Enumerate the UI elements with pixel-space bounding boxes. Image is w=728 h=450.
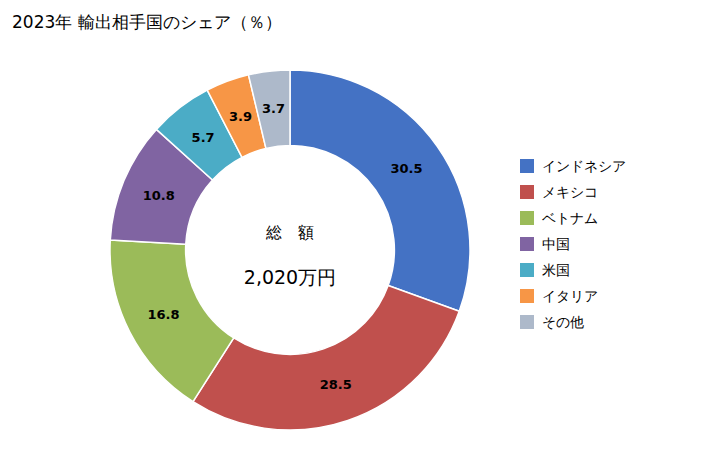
legend-item: インドネシア [520, 158, 626, 174]
legend-swatch [520, 211, 534, 225]
legend-item: ベトナム [520, 210, 598, 226]
legend-label: メキシコ [542, 184, 598, 200]
data-label: 30.5 [390, 161, 422, 176]
legend-label: 米国 [542, 262, 570, 278]
legend-item: 米国 [520, 262, 570, 278]
data-label: 16.8 [147, 307, 179, 322]
legend-swatch [520, 315, 534, 329]
legend-label: インドネシア [542, 158, 626, 174]
chart: 2023年 輸出相手国のシェア（％） 30.5 28.5 16.8 10.8 5.7 3.9… [0, 0, 728, 450]
legend-swatch [520, 263, 534, 277]
legend-item: メキシコ [520, 184, 598, 200]
legend-swatch [520, 159, 534, 173]
center-label: 2,020万円 [244, 266, 336, 288]
legend-item: 中国 [520, 236, 570, 252]
center-label: 総 額 [265, 223, 314, 242]
labels: 30.5 28.5 16.8 10.8 5.7 3.9 3.7 総 額 2,020万円 [143, 101, 423, 392]
slices [110, 70, 470, 430]
data-label: 3.7 [262, 101, 285, 116]
legend-item: その他 [520, 314, 584, 330]
legend-label: 中国 [542, 236, 570, 252]
legend-label: イタリア [542, 288, 598, 304]
legend: インドネシアメキシコベトナム中国米国イタリアその他 [520, 158, 626, 330]
data-label: 10.8 [143, 188, 175, 203]
slice [110, 240, 234, 402]
legend-label: その他 [542, 314, 584, 330]
legend-swatch [520, 237, 534, 251]
slice [193, 286, 459, 430]
title: 2023年 輸出相手国のシェア（％） [12, 12, 282, 32]
slice [248, 70, 290, 148]
legend-item: イタリア [520, 288, 598, 304]
legend-swatch [520, 289, 534, 303]
legend-swatch [520, 185, 534, 199]
legend-label: ベトナム [542, 210, 598, 226]
data-label: 28.5 [320, 377, 352, 392]
plot [110, 70, 470, 430]
data-label: 3.9 [229, 109, 252, 124]
data-label: 5.7 [192, 130, 215, 145]
